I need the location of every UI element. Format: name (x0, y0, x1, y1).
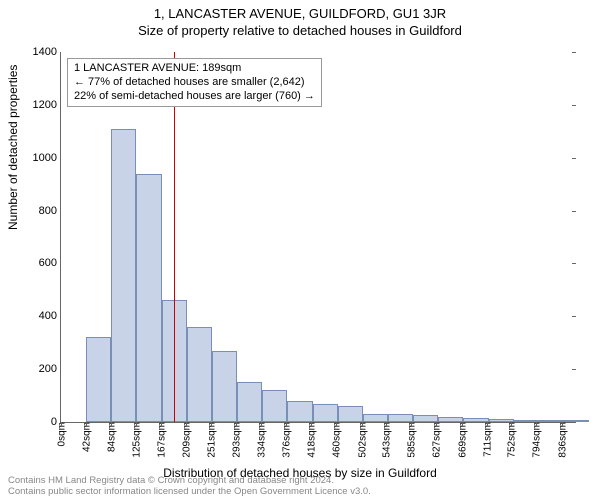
x-tick-label: 376sqm (280, 422, 293, 458)
x-tick-label: 418sqm (305, 422, 318, 458)
histogram-bar (136, 174, 161, 422)
histogram-bar (237, 382, 262, 422)
x-tick-label: 711sqm (480, 422, 493, 457)
histogram-bar (539, 420, 564, 422)
y-tick-label: 1400 (33, 46, 61, 58)
histogram-bar (413, 415, 438, 422)
x-tick-label: 209sqm (180, 422, 193, 458)
info-box: 1 LANCASTER AVENUE: 189sqm ← 77% of deta… (67, 58, 322, 107)
y-tick-label: 1000 (33, 152, 61, 164)
x-tick-label: 42sqm (80, 422, 93, 452)
histogram-bar (363, 414, 388, 422)
histogram-bar (212, 351, 237, 422)
x-tick-label: 585sqm (405, 422, 418, 458)
info-line2: ← 77% of detached houses are smaller (2,… (74, 76, 315, 90)
x-tick-label: 543sqm (380, 422, 393, 458)
x-tick-label: 627sqm (430, 422, 443, 458)
histogram-bar (338, 406, 363, 422)
histogram-bar (187, 327, 212, 422)
x-tick-label: 125sqm (129, 422, 142, 458)
x-tick-label: 836sqm (555, 422, 568, 458)
histogram-bar (313, 404, 338, 423)
histogram-bar (438, 417, 463, 422)
x-tick-label: 460sqm (330, 422, 343, 458)
histogram-bar (489, 419, 514, 422)
plot-area: 02004006008001000120014000sqm42sqm84sqm1… (60, 52, 576, 423)
info-line1: 1 LANCASTER AVENUE: 189sqm (74, 62, 315, 76)
histogram-bar (564, 420, 589, 422)
x-tick-label: 794sqm (530, 422, 543, 458)
x-tick-label: 84sqm (105, 422, 118, 452)
info-line3: 22% of semi-detached houses are larger (… (74, 90, 315, 104)
x-tick-label: 669sqm (455, 422, 468, 458)
histogram-bar (287, 401, 312, 422)
subtitle: Size of property relative to detached ho… (0, 23, 600, 40)
histogram-bar (388, 414, 413, 422)
histogram-bar (111, 129, 136, 422)
y-tick-label: 400 (39, 310, 61, 322)
x-tick-label: 167sqm (155, 422, 168, 458)
reference-line (174, 52, 175, 422)
x-tick-label: 502sqm (355, 422, 368, 458)
histogram-bar (514, 420, 539, 422)
footer-line2: Contains public sector information licen… (8, 487, 371, 498)
address-title: 1, LANCASTER AVENUE, GUILDFORD, GU1 3JR (0, 6, 600, 23)
x-tick-label: 251sqm (205, 422, 218, 458)
y-axis-label: Number of detached properties (6, 65, 20, 230)
histogram-bar (463, 418, 488, 422)
histogram-bar (86, 337, 111, 422)
y-tick-label: 200 (39, 363, 61, 375)
footer: Contains HM Land Registry data © Crown c… (8, 476, 371, 498)
x-tick-label: 293sqm (230, 422, 243, 458)
x-tick-label: 334sqm (255, 422, 268, 458)
y-tick-label: 1200 (33, 99, 61, 111)
x-tick-label: 752sqm (505, 422, 518, 458)
y-tick-label: 600 (39, 257, 61, 269)
y-tick-label: 800 (39, 205, 61, 217)
histogram-bar (262, 390, 287, 422)
chart-container: 1, LANCASTER AVENUE, GUILDFORD, GU1 3JR … (0, 0, 600, 500)
